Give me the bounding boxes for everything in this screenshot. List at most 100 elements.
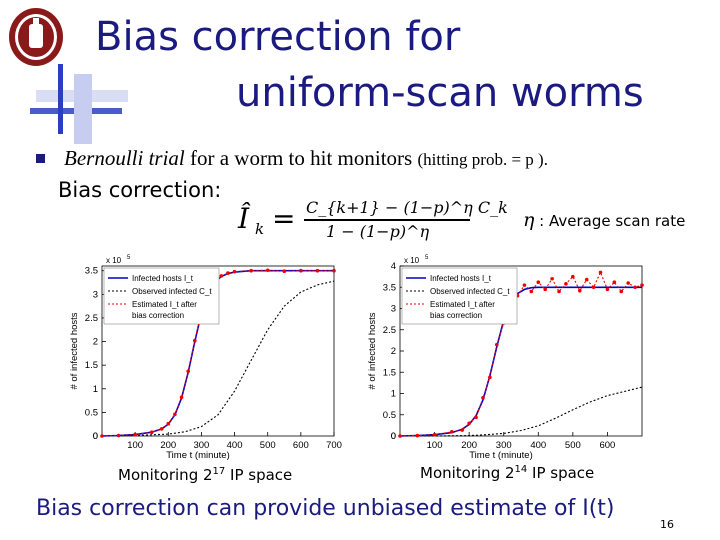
legend-label-1: Observed infected C_t: [132, 287, 212, 296]
series-point-2: [557, 289, 561, 294]
y-tick-label: 3: [391, 304, 396, 315]
series-point-2: [543, 287, 547, 292]
legend-label-2-cont: bias correction: [430, 311, 482, 320]
series-line-1: [400, 386, 643, 437]
legend-label-0: Infected hosts I_t: [132, 274, 194, 283]
y-tick-label: 0: [391, 431, 396, 442]
eta-note: η : Average scan rate: [523, 209, 685, 231]
caption-right: Monitoring 214 IP space: [420, 464, 595, 482]
series-point-2: [432, 432, 437, 437]
x-axis-label: Time t (minute): [469, 450, 533, 460]
series-point-2: [626, 281, 630, 285]
y-tick-label: 2.5: [85, 313, 98, 324]
series-point-2: [398, 434, 402, 438]
caption-left: Monitoring 217 IP space: [118, 466, 293, 484]
series-point-2: [495, 342, 499, 347]
series-point-2: [584, 277, 589, 282]
x-tick-label: 500: [565, 440, 581, 451]
series-point-2: [619, 289, 624, 294]
x-tick-label: 600: [293, 440, 309, 451]
series-point-2: [166, 421, 171, 426]
x-tick-label: 600: [599, 440, 615, 451]
bottom-conclusion: Bias correction can provide unbiased est…: [36, 496, 615, 521]
series-point-2: [332, 268, 336, 273]
series-point-2: [299, 268, 303, 273]
series-point-2: [550, 276, 554, 281]
x-tick-label: 300: [193, 440, 209, 451]
y-tick-label: 4: [391, 261, 396, 272]
series-point-2: [186, 369, 190, 374]
series-line-1: [101, 280, 335, 437]
eta-symbol: η: [523, 209, 535, 231]
y-axis-label: # of infected hosts: [69, 312, 80, 389]
series-point-2: [232, 269, 237, 274]
series-point-2: [249, 268, 253, 273]
series-point-2: [591, 285, 596, 290]
formula-denominator: 1 − (1−p)^η: [326, 222, 430, 241]
series-point-2: [633, 285, 637, 290]
formula-lhs-sub: k: [255, 220, 265, 238]
bias-correction-label: Bias correction:: [58, 178, 222, 202]
y-tick-label: 0: [391, 431, 396, 442]
y-tick-label: 3.5: [383, 282, 396, 293]
series-point-2: [612, 280, 617, 284]
series-point-2: [571, 274, 575, 279]
x-tick-label: 100: [427, 440, 443, 451]
series-point-2: [605, 287, 610, 292]
y-tick-label: 0.5: [85, 407, 98, 418]
series-point-2: [474, 415, 478, 420]
formula-lhs: Î: [238, 202, 250, 235]
series-point-2: [640, 283, 644, 287]
series-point-2: [133, 432, 137, 437]
y-tick-label: 2.5: [383, 325, 396, 336]
x-tick-label: 400: [227, 440, 243, 451]
series-point-2: [450, 429, 454, 434]
university-seal-logo: [9, 8, 63, 66]
series-point-2: [481, 395, 485, 400]
series-point-2: [467, 421, 471, 426]
series-point-2: [536, 280, 541, 284]
y-tick-label: 0: [93, 431, 98, 442]
y-tick-label: 3: [93, 289, 98, 300]
y-tick-label: 0.5: [383, 410, 396, 421]
legend-label-2: Estimated I_t after: [430, 300, 495, 309]
series-point-2: [265, 268, 270, 273]
series-point-2: [219, 274, 224, 278]
legend-label-2-cont: bias correction: [132, 311, 184, 320]
y-tick-label: 2: [391, 346, 396, 357]
axis-multiplier-exp: 5: [425, 255, 429, 261]
series-point-2: [577, 288, 582, 293]
series-point-2: [460, 428, 465, 432]
bullet-italic: Bernoulli trial: [64, 146, 185, 170]
series-point-2: [598, 270, 603, 275]
series-point-2: [415, 433, 420, 438]
series-point-2: [116, 433, 121, 438]
slide-title-line2: uniform-scan worms: [236, 70, 644, 116]
formula-numerator: C_{k+1} − (1−p)^η C_k: [306, 198, 508, 217]
page-number: 16: [660, 518, 674, 531]
y-tick-label: 1.5: [383, 367, 396, 378]
series-point-2: [522, 283, 527, 287]
series-point-2: [173, 412, 177, 417]
bullet-text: Bernoulli trial for a worm to hit monito…: [64, 146, 548, 171]
series-point-2: [226, 271, 230, 275]
x-tick-label: 200: [160, 440, 176, 451]
series-point-2: [100, 434, 104, 438]
series-point-2: [282, 269, 287, 273]
legend-label-1: Observed infected C_t: [430, 287, 510, 296]
accent-crosshair: [30, 64, 128, 144]
axis-multiplier: x 10: [404, 256, 420, 265]
series-point-2: [149, 430, 154, 435]
x-tick-label: 700: [326, 440, 342, 451]
bullet-small: (hitting prob. = p ).: [417, 150, 548, 169]
axis-multiplier-exp: 5: [127, 255, 131, 261]
series-point-2: [179, 395, 184, 400]
y-tick-label: 1.5: [85, 360, 98, 371]
y-tick-label: 0: [93, 431, 98, 442]
x-tick-label: 400: [530, 440, 546, 451]
bullet-mid: for a worm to hit monitors: [184, 146, 418, 170]
series-point-2: [564, 282, 568, 286]
y-tick-label: 2: [93, 337, 98, 348]
